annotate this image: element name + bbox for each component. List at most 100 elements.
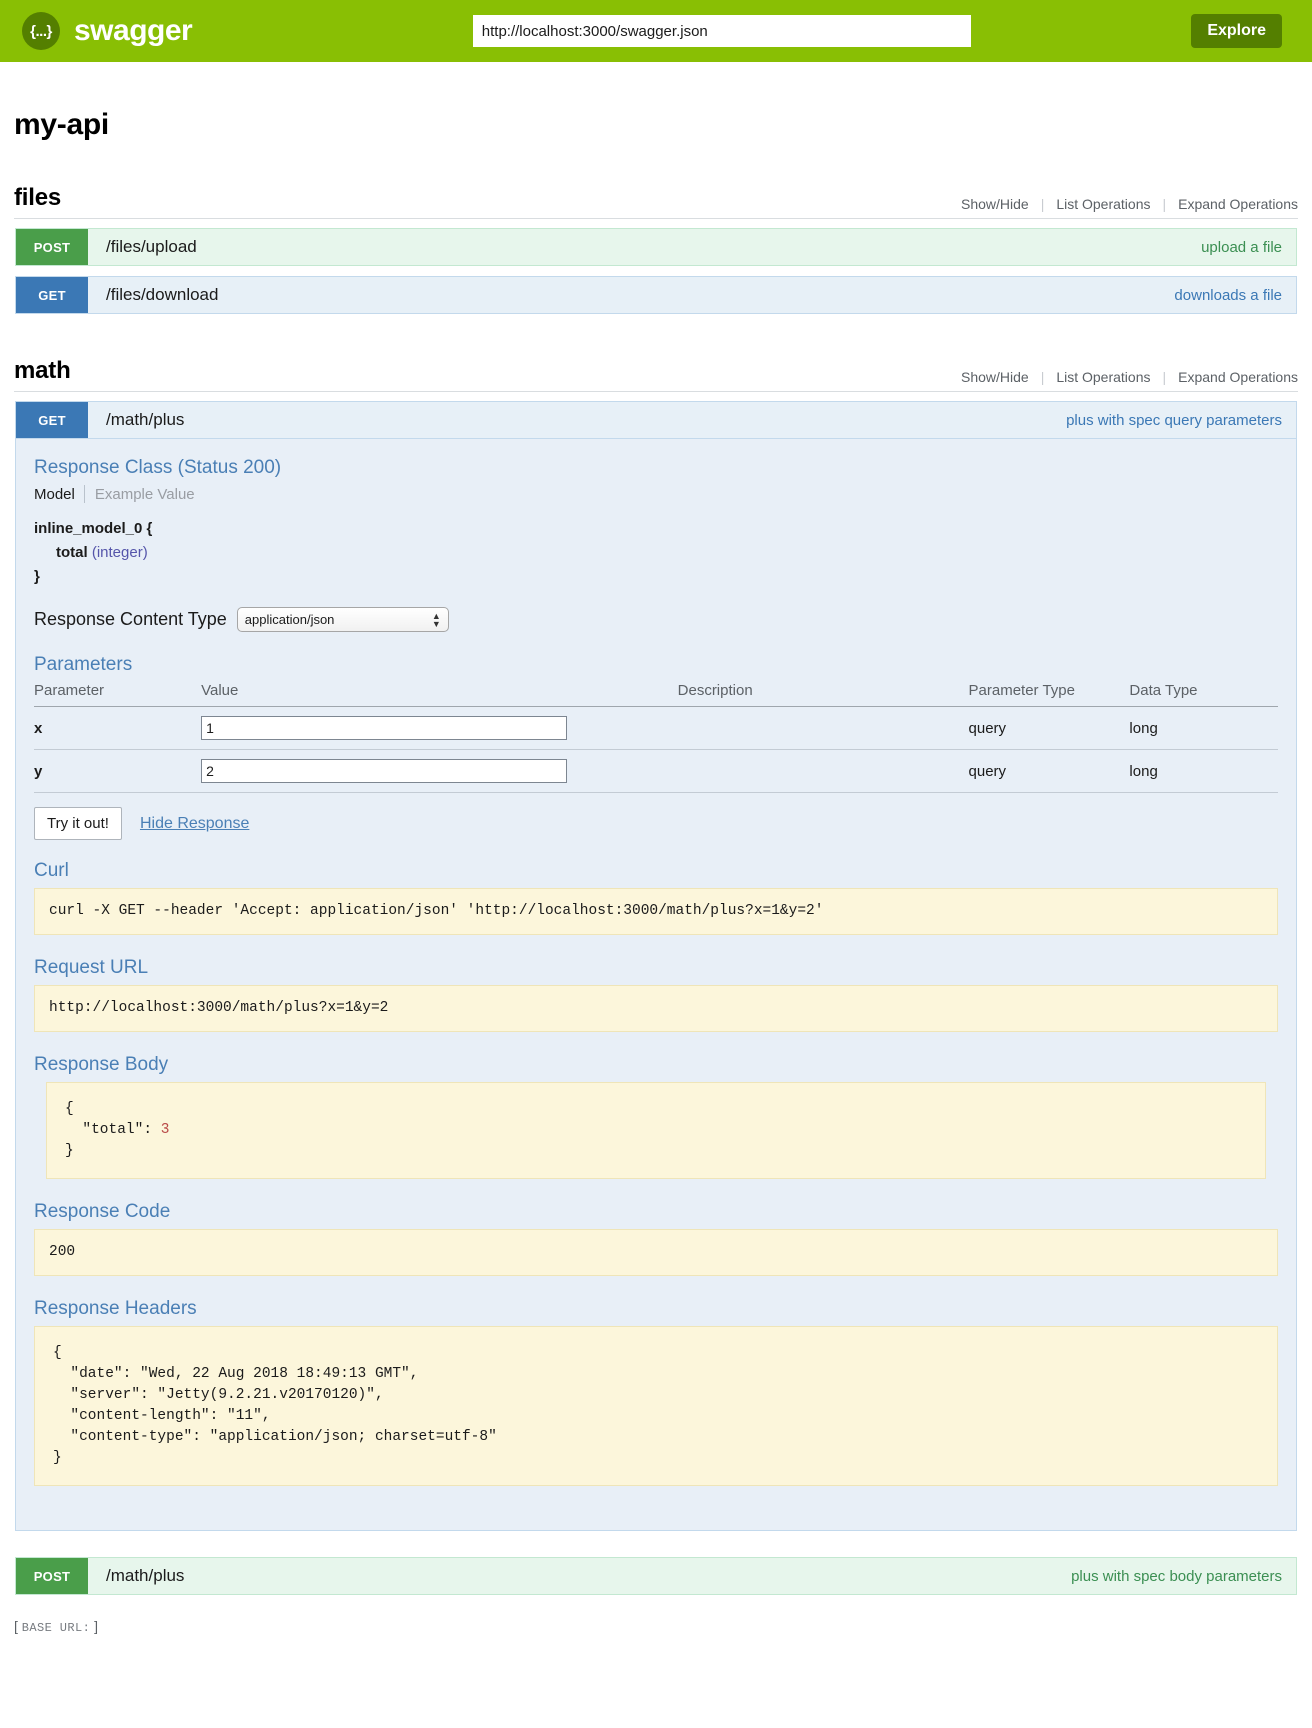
footer-close-bracket: ] (94, 1618, 98, 1635)
column-header-parameter: Parameter (34, 682, 202, 707)
response-content-type-row: Response Content Type application/json ▲… (34, 607, 1278, 632)
curl-command: curl -X GET --header 'Accept: applicatio… (34, 888, 1278, 936)
operation-header[interactable]: GET /files/download downloads a file (15, 276, 1297, 314)
operation-path: /math/plus (106, 410, 185, 429)
response-code: 200 (34, 1229, 1278, 1277)
hide-response-link[interactable]: Hide Response (139, 814, 250, 832)
spacer (14, 1540, 1298, 1556)
operation-post-files-upload[interactable]: POST /files/upload upload a file (14, 227, 1298, 267)
operation-header[interactable]: GET /math/plus plus with spec query para… (15, 401, 1297, 439)
swagger-logo[interactable]: {...} swagger (16, 12, 193, 50)
operation-header[interactable]: POST /files/upload upload a file (15, 228, 1297, 266)
show-hide-link-math[interactable]: Show/Hide (960, 369, 1029, 385)
option-separator: | (1162, 369, 1167, 385)
response-body-value: 3 (160, 1122, 170, 1139)
response-body-key: "total": (65, 1122, 161, 1139)
parameter-value-cell-y (201, 749, 678, 793)
base-url-label: BASE URL: (21, 1621, 91, 1636)
operation-post-math-plus[interactable]: POST /math/plus plus with spec body para… (14, 1556, 1298, 1596)
resource-divider (14, 218, 1298, 219)
resource-options-files: Show/Hide | List Operations | Expand Ope… (961, 196, 1298, 212)
response-class-heading: Response Class (Status 200) (34, 457, 282, 478)
parameters-table-body: x query long y (34, 706, 1278, 793)
expand-operations-link-files[interactable]: Expand Operations (1178, 196, 1298, 212)
operation-path: /files/upload (106, 237, 197, 256)
option-separator: | (1162, 196, 1167, 212)
operation-get-math-plus[interactable]: GET /math/plus plus with spec query para… (14, 400, 1298, 1532)
method-badge-get: GET (16, 402, 88, 438)
expand-operations-link-math[interactable]: Expand Operations (1178, 369, 1298, 385)
operation-summary: upload a file (1201, 238, 1282, 256)
swagger-braces-icon: {...} (22, 12, 60, 50)
model-signature: inline_model_0 { total (integer) } (34, 517, 1278, 589)
operation-get-files-download[interactable]: GET /files/download downloads a file (14, 275, 1298, 315)
resource-files: files Show/Hide | List Operations | Expa… (14, 184, 1298, 315)
response-body-close: } (65, 1143, 74, 1160)
response-content-type-select-wrap: application/json ▲ ▼ (236, 607, 449, 632)
table-row: x query long (34, 706, 1278, 750)
column-header-parameter-type: Parameter Type (968, 682, 1130, 707)
tab-divider (83, 485, 85, 503)
resource-title-files[interactable]: files (14, 184, 62, 211)
request-url-heading: Request URL (34, 957, 149, 979)
list-operations-link-files[interactable]: List Operations (1056, 196, 1151, 212)
resource-math: math Show/Hide | List Operations | Expan… (14, 357, 1298, 1596)
spec-url-form (192, 15, 1191, 47)
list-operations-link-math[interactable]: List Operations (1056, 369, 1151, 385)
parameters-table: Parameter Value Description Parameter Ty… (34, 682, 1278, 793)
model-open: inline_model_0 { (34, 520, 153, 537)
model-property-type: (integer) (91, 544, 148, 561)
tab-example-value[interactable]: Example Value (94, 485, 195, 503)
parameter-description-x (677, 706, 969, 750)
show-hide-link-files[interactable]: Show/Hide (960, 196, 1029, 212)
parameter-description-y (677, 749, 969, 793)
model-property: total (integer) (34, 541, 1278, 565)
response-body-heading: Response Body (34, 1054, 169, 1076)
method-badge-post: POST (16, 229, 88, 265)
response-headers-heading: Response Headers (34, 1298, 197, 1320)
operation-summary: plus with spec body parameters (1071, 1567, 1282, 1585)
parameter-input-x[interactable] (201, 716, 568, 740)
operation-summary: downloads a file (1174, 286, 1282, 304)
parameter-datatype-y: long (1129, 749, 1278, 793)
parameter-type-x: query (968, 706, 1130, 750)
tab-model[interactable]: Model (34, 485, 75, 503)
response-body: { "total": 3 } (46, 1082, 1266, 1180)
model-tabs: Model Example Value (34, 485, 1278, 503)
topbar: {...} swagger Explore (0, 0, 1312, 62)
parameters-heading: Parameters (34, 654, 133, 675)
parameter-input-y[interactable] (201, 759, 568, 783)
page-content: my-api files Show/Hide | List Operations… (0, 108, 1312, 1596)
parameter-name-x: x (34, 706, 202, 750)
explore-button[interactable]: Explore (1191, 14, 1282, 48)
response-content-type-select[interactable]: application/json (236, 607, 449, 632)
resource-title-math[interactable]: math (14, 357, 71, 384)
option-separator: | (1040, 196, 1045, 212)
parameter-datatype-x: long (1129, 706, 1278, 750)
spec-url-input[interactable] (472, 15, 971, 47)
operation-summary: plus with spec query parameters (1066, 411, 1282, 429)
resource-header-files: files Show/Hide | List Operations | Expa… (14, 184, 1298, 218)
parameters-table-head: Parameter Value Description Parameter Ty… (34, 682, 1278, 707)
resource-header-math: math Show/Hide | List Operations | Expan… (14, 357, 1298, 391)
response-content-type-label: Response Content Type (34, 609, 227, 629)
try-it-out-button[interactable]: Try it out! (34, 807, 122, 840)
footer: [ BASE URL: ] (0, 1604, 1312, 1655)
column-header-data-type: Data Type (1129, 682, 1278, 707)
parameter-value-cell-x (201, 706, 678, 750)
operation-path: /math/plus (106, 1566, 185, 1586)
model-close: } (34, 568, 40, 585)
page-title: my-api (14, 108, 109, 141)
operation-details: Response Class (Status 200) Model Exampl… (15, 439, 1297, 1532)
operation-header[interactable]: POST /math/plus plus with spec body para… (15, 1557, 1297, 1596)
parameter-name-y: y (34, 749, 202, 793)
method-badge-post: POST (16, 1558, 88, 1595)
response-headers: { "date": "Wed, 22 Aug 2018 18:49:13 GMT… (34, 1326, 1278, 1487)
resource-options-math: Show/Hide | List Operations | Expand Ope… (961, 369, 1298, 385)
footer-open-bracket: [ (14, 1618, 18, 1635)
method-badge-get: GET (16, 277, 88, 313)
resource-divider (14, 391, 1298, 392)
try-it-out-row: Try it out! Hide Response (34, 807, 1278, 840)
column-header-value: Value (201, 682, 678, 707)
operation-path: /files/download (106, 285, 219, 304)
